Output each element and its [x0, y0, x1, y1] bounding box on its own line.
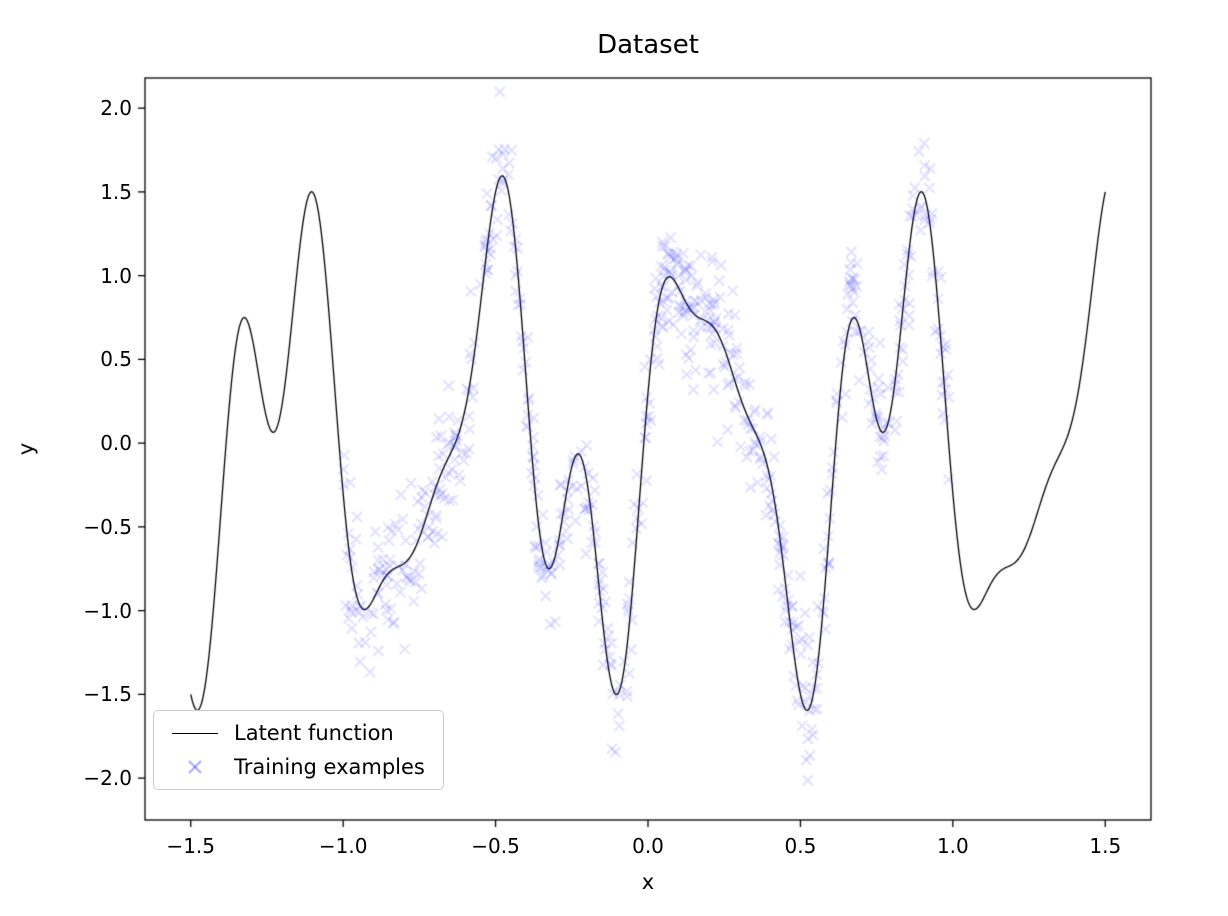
chart-title: Dataset — [597, 30, 699, 60]
legend-item-training-examples: Training examples — [172, 755, 425, 779]
y-tick-label: −2.0 — [83, 766, 132, 791]
x-tick-label: 0.0 — [632, 834, 664, 858]
y-tick-label: 1.0 — [100, 263, 132, 288]
x-tick-label: −1.5 — [166, 834, 216, 858]
y-tick-label: −1.0 — [83, 598, 132, 623]
line-swatch — [172, 732, 218, 734]
y-tick-label: −0.5 — [83, 514, 132, 539]
x-tick-label: −0.5 — [471, 834, 520, 858]
x-tick-label: 1.5 — [1089, 834, 1122, 858]
y-tick-label: −1.5 — [83, 682, 132, 707]
legend-item-latent-function: Latent function — [172, 721, 425, 745]
y-tick-label: 2.0 — [100, 96, 132, 121]
legend-label-training-examples: Training examples — [234, 755, 425, 779]
x-tick-label: 0.5 — [784, 834, 817, 858]
y-tick-label: 0.0 — [100, 431, 132, 456]
legend-label-latent-function: Latent function — [234, 721, 394, 745]
x-axis-label: x — [641, 870, 655, 894]
y-axis-label: y — [14, 442, 38, 456]
legend: Latent function Training examples — [153, 710, 444, 790]
x-tick-label: −1.0 — [318, 834, 368, 858]
y-tick-label: 0.5 — [100, 347, 132, 372]
y-tick-label: 1.5 — [100, 179, 132, 204]
x-marker-icon — [188, 760, 202, 774]
x-tick-label: 1.0 — [936, 834, 969, 858]
